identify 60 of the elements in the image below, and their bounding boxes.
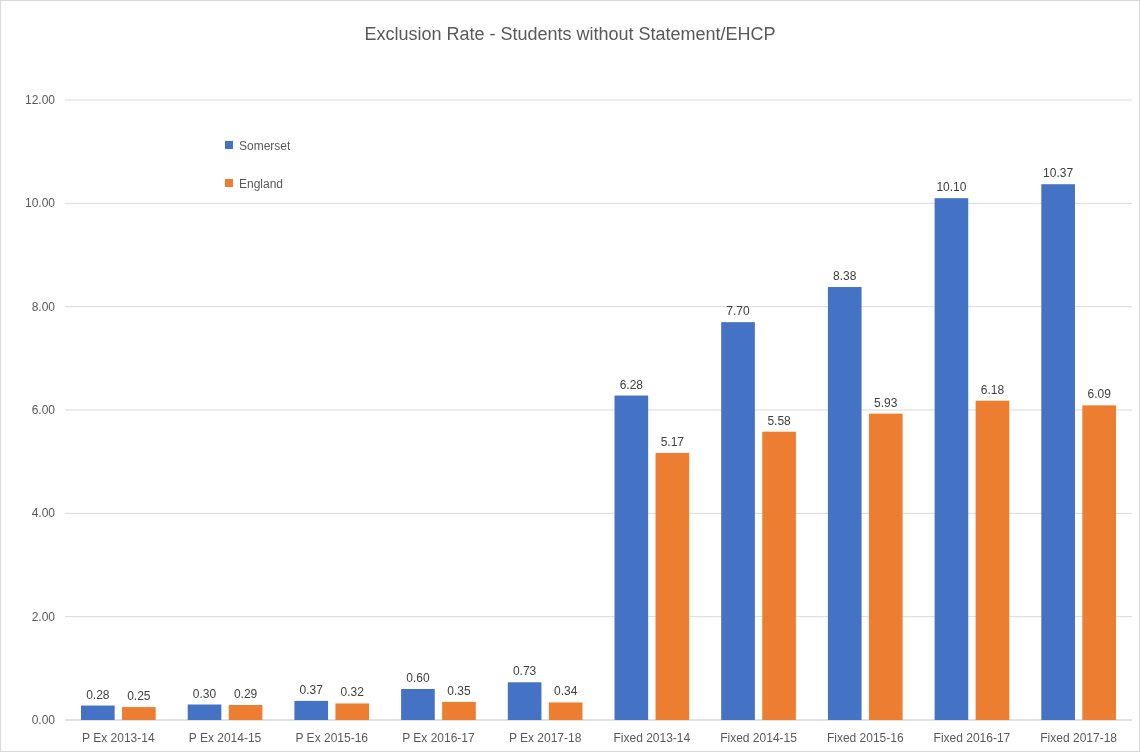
bar: [548, 702, 583, 720]
data-label: 5.17: [660, 434, 685, 449]
data-label: 0.30: [192, 686, 217, 701]
data-label: 0.60: [406, 671, 430, 685]
data-label: 0.34: [553, 684, 578, 699]
y-tick-label: 10.00: [24, 196, 56, 211]
data-label: 8.38: [833, 269, 857, 284]
bar: [228, 705, 263, 720]
data-label: 10.37: [1043, 166, 1074, 181]
bar: [187, 704, 222, 720]
bar: [507, 682, 542, 720]
bar: [442, 701, 476, 720]
bar: [868, 413, 903, 720]
x-tick-label: Fixed 2015-16: [826, 731, 904, 745]
bar: [1041, 184, 1075, 720]
legend-label: England: [239, 177, 284, 191]
data-label: 6.28: [619, 377, 644, 392]
bar: [122, 707, 156, 720]
x-tick-label: P Ex 2016-17: [402, 731, 476, 745]
data-label: 0.35: [447, 683, 471, 698]
x-tick-label: P Ex 2014-15: [188, 731, 262, 745]
bar: [934, 198, 969, 720]
data-label: 0.73: [512, 664, 537, 679]
bar: [762, 431, 796, 720]
bar: [1082, 405, 1116, 720]
x-tick-label: P Ex 2013-14: [82, 731, 155, 745]
data-label: 7.70: [726, 304, 751, 319]
x-tick-label: Fixed 2016-17: [933, 731, 1011, 745]
y-tick-label: 0.00: [31, 713, 56, 727]
legend-label: Somerset: [239, 139, 292, 153]
data-label: 0.25: [127, 689, 151, 704]
data-label: 5.58: [767, 413, 792, 428]
y-tick-label: 12.00: [24, 93, 56, 107]
bar: [827, 287, 862, 720]
y-tick-label: 4.00: [31, 506, 56, 521]
chart-title: Exclusion Rate - Students without Statement/EHCP: [364, 24, 776, 44]
data-label: 0.32: [340, 685, 365, 700]
x-tick-label: P Ex 2017-18: [508, 731, 582, 745]
data-label: 0.29: [233, 687, 258, 702]
y-tick-label: 6.00: [31, 403, 56, 417]
x-tick-label: Fixed 2017-18: [1040, 731, 1118, 745]
bar: [401, 689, 435, 720]
data-label: 6.18: [980, 382, 1005, 397]
y-tick-label: 2.00: [31, 609, 56, 624]
bar: [335, 703, 370, 720]
x-tick-label: Fixed 2014-15: [720, 731, 798, 745]
y-tick-label: 8.00: [31, 299, 56, 314]
data-label: 6.09: [1087, 387, 1112, 402]
bar: [294, 700, 329, 720]
data-label: 5.93: [874, 395, 898, 410]
bar: [975, 400, 1010, 720]
bar: [614, 395, 649, 720]
bar: [721, 322, 755, 720]
data-label: 0.28: [86, 687, 110, 702]
data-label: 10.10: [936, 180, 967, 195]
x-tick-label: Fixed 2013-14: [613, 731, 691, 745]
x-tick-label: P Ex 2015-16: [295, 731, 369, 745]
bar: [655, 452, 690, 720]
bar: [81, 705, 115, 720]
data-label: 0.37: [299, 682, 324, 697]
